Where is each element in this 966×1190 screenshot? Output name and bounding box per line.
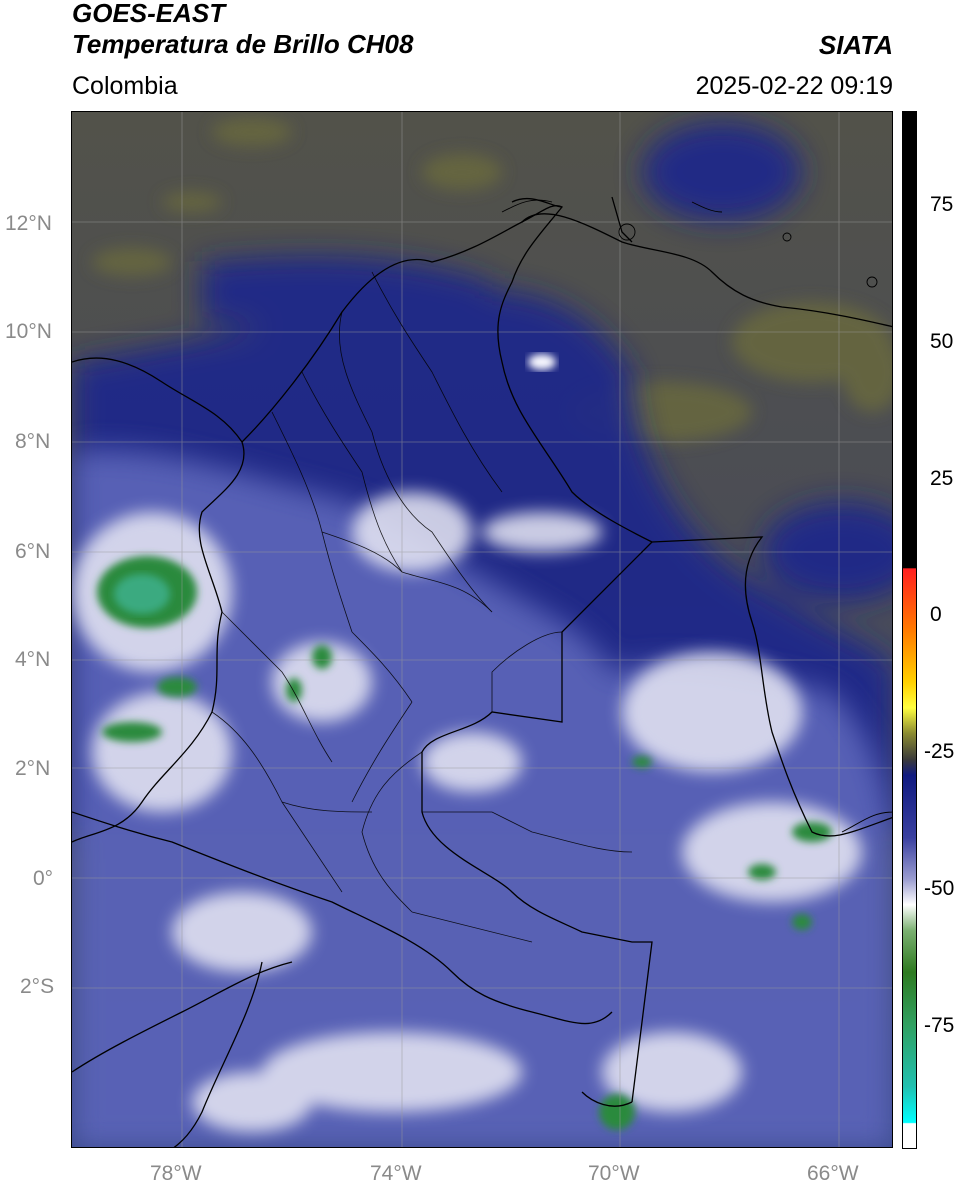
colorbar-tick-75: 75 bbox=[930, 193, 954, 216]
colorbar-gradient bbox=[902, 111, 917, 1149]
title-product: Temperatura de Brillo CH08 bbox=[72, 29, 414, 59]
satellite-map[interactable] bbox=[71, 111, 893, 1148]
colorbar-tick-minus50: -50 bbox=[924, 877, 955, 900]
lat-label-12n: 12°N bbox=[5, 212, 52, 235]
region-label: Colombia bbox=[72, 72, 178, 100]
lat-label-8n: 8°N bbox=[15, 430, 51, 453]
colorbar-tick-50: 50 bbox=[930, 330, 954, 353]
satellite-imagery bbox=[72, 112, 892, 1147]
coastline-islands bbox=[501, 199, 892, 833]
colorbar-tick-minus75: -75 bbox=[924, 1014, 955, 1037]
lat-label-0: 0° bbox=[33, 867, 54, 890]
cold-cloud-tops bbox=[97, 556, 832, 1130]
colorbar-tick-minus25: -25 bbox=[924, 740, 955, 763]
colorbar-tick-25: 25 bbox=[930, 467, 954, 490]
lon-label-66w: 66°W bbox=[807, 1162, 859, 1185]
lon-label-70w: 70°W bbox=[588, 1162, 640, 1185]
lon-label-74w: 74°W bbox=[370, 1162, 422, 1185]
cold-core-teal bbox=[114, 574, 170, 614]
gridlines bbox=[72, 112, 892, 1147]
country-borders bbox=[72, 196, 892, 1147]
title-goes-east: GOES-EAST bbox=[72, 0, 226, 28]
timestamp-label: 2025-02-22 09:19 bbox=[695, 72, 893, 100]
lat-label-4n: 4°N bbox=[15, 648, 51, 671]
lat-label-6n: 6°N bbox=[15, 540, 51, 563]
lon-label-78w: 78°W bbox=[150, 1162, 202, 1185]
lat-label-2s: 2°S bbox=[20, 975, 55, 998]
department-borders bbox=[211, 271, 633, 943]
mid-cloud-blue bbox=[72, 450, 892, 1147]
colorbar bbox=[902, 111, 917, 1149]
lat-label-2n: 2°N bbox=[15, 757, 51, 780]
colorbar-tick-0: 0 bbox=[930, 603, 942, 626]
source-label: SIATA bbox=[818, 30, 893, 60]
lake-maracaibo-white bbox=[528, 354, 556, 370]
lat-label-10n: 10°N bbox=[5, 320, 52, 343]
